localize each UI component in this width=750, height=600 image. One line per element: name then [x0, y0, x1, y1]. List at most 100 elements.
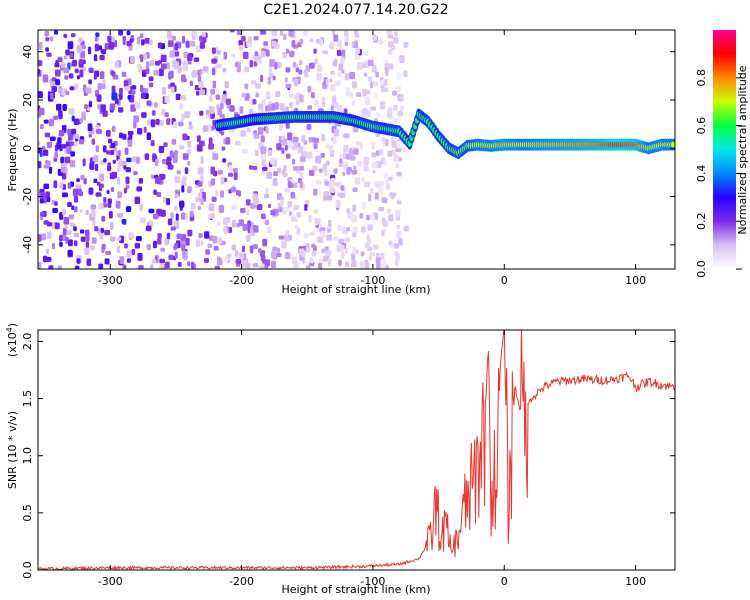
heatmap-cell — [239, 252, 245, 259]
heatmap-cell — [64, 224, 68, 230]
heatmap-cell — [271, 30, 278, 36]
heatmap-cell — [42, 149, 49, 156]
snr-y-label: SNR (10 * v/v) — [6, 411, 19, 489]
heatmap-cell — [253, 36, 259, 41]
heatmap-cell — [320, 230, 326, 238]
heatmap-cell — [330, 70, 335, 75]
heatmap-cell — [363, 156, 369, 165]
heatmap-cell — [289, 102, 294, 109]
heatmap-cell — [202, 125, 208, 133]
heatmap-cell — [211, 47, 216, 54]
heatmap-cell — [262, 257, 266, 264]
heatmap-cell — [79, 208, 83, 213]
heatmap-cell — [369, 213, 375, 221]
heatmap-cell — [288, 93, 294, 98]
heatmap-cell — [169, 50, 175, 58]
heatmap-cell — [59, 241, 63, 247]
heatmap-cell — [339, 192, 346, 199]
heatmap-cell — [368, 193, 372, 202]
heatmap-cell — [81, 44, 86, 50]
heatmap-cell — [119, 88, 123, 94]
heatmap-cell — [229, 30, 235, 33]
heatmap-cell — [48, 118, 54, 127]
heatmap-cell — [380, 258, 387, 267]
heatmap-cell — [344, 30, 349, 37]
heatmap-cell — [327, 258, 332, 267]
heatmap-cell — [184, 111, 191, 119]
heatmap-cell — [396, 72, 402, 80]
heatmap-cell — [181, 244, 186, 252]
heatmap-cell — [126, 258, 132, 263]
heatmap-cell — [305, 265, 311, 269]
heatmap-cell — [253, 133, 260, 139]
heatmap-cell — [338, 63, 344, 71]
heatmap-cell — [161, 87, 166, 95]
heatmap-cell — [333, 128, 340, 137]
heatmap-cell — [69, 52, 74, 59]
heatmap-cell — [174, 251, 178, 259]
y-tick-label: -40 — [21, 236, 34, 254]
heatmap-cell — [340, 49, 346, 57]
heatmap-cell — [108, 41, 115, 50]
heatmap-cell — [361, 201, 366, 210]
heatmap-cell — [148, 82, 154, 88]
heatmap-cell — [64, 75, 69, 80]
heatmap-cell — [159, 263, 165, 269]
heatmap-cell — [382, 138, 386, 147]
heatmap-cell — [190, 261, 195, 269]
heatmap-cell — [57, 265, 63, 269]
heatmap-cell — [370, 106, 377, 111]
heatmap-cell — [96, 94, 102, 102]
heatmap-cell — [201, 31, 206, 38]
heatmap-cell — [362, 63, 367, 69]
heatmap-cell — [197, 205, 201, 211]
heatmap-cell — [268, 104, 272, 112]
heatmap-cell — [110, 236, 116, 242]
heatmap-cell — [54, 222, 60, 230]
heatmap-cell — [284, 187, 291, 193]
chart-title: C2E1.2024.077.14.20.G22 — [263, 2, 448, 18]
heatmap-cell — [250, 79, 257, 85]
heatmap-cell — [312, 165, 318, 172]
heatmap-cell — [93, 72, 98, 80]
heatmap-cell — [149, 264, 154, 269]
heatmap-cell — [325, 144, 330, 149]
heatmap-cell — [322, 50, 329, 55]
heatmap-cell — [247, 220, 251, 227]
heatmap-cell — [98, 263, 104, 269]
heatmap-cell — [69, 86, 75, 91]
heatmap-cell — [270, 251, 277, 259]
heatmap-cell — [393, 104, 398, 111]
heatmap-cell — [384, 59, 389, 65]
heatmap-cell — [88, 187, 94, 195]
heatmap-cell — [355, 48, 360, 55]
heatmap-cell — [368, 76, 372, 82]
heatmap-cell — [309, 231, 315, 236]
heatmap-cell — [68, 239, 73, 247]
heatmap-cell — [111, 92, 118, 101]
heatmap-cell — [116, 236, 122, 241]
heatmap-cell — [234, 250, 239, 257]
heatmap-cell — [337, 224, 342, 231]
heatmap-cell — [301, 135, 306, 143]
heatmap-cell — [257, 248, 262, 253]
heatmap-cell — [223, 51, 228, 60]
heatmap-cell — [247, 35, 252, 43]
heatmap-cell — [210, 178, 216, 186]
heatmap-cell — [306, 246, 311, 253]
snr-series-line — [38, 330, 675, 570]
heatmap-cell — [324, 180, 330, 186]
heatmap-cells — [38, 30, 675, 269]
heatmap-cell — [242, 223, 248, 231]
heatmap-cell — [166, 118, 171, 125]
heatmap-cell — [84, 247, 90, 256]
heatmap-cell — [182, 133, 188, 141]
heatmap-cell — [146, 68, 150, 75]
heatmap-cell — [102, 110, 108, 117]
heatmap-cell — [286, 153, 291, 159]
heatmap-cell — [282, 210, 288, 215]
heatmap-cell — [67, 201, 72, 207]
heatmap-cell — [170, 226, 176, 231]
heatmap-cell — [199, 41, 205, 49]
heatmap-cell — [131, 156, 137, 163]
